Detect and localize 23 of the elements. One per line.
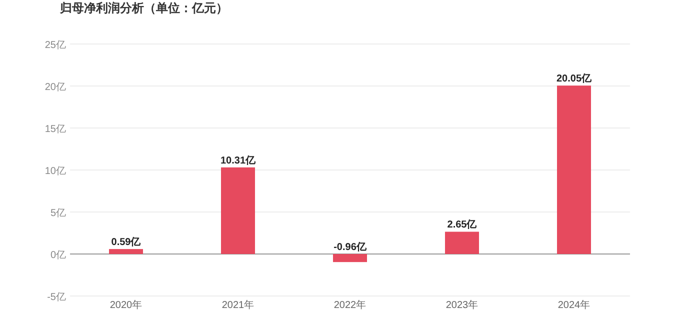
x-tick-label: 2024年 bbox=[558, 299, 590, 311]
title: 归母净利润分析（单位：亿元） bbox=[60, 1, 228, 15]
data-label: 0.59亿 bbox=[111, 236, 142, 248]
y-tick-label: 15亿 bbox=[44, 124, 66, 135]
x-tick-label: 2023年 bbox=[446, 299, 478, 311]
bar bbox=[333, 254, 367, 262]
x-tick-label: 2021年 bbox=[222, 299, 254, 311]
y-tick-label: 20亿 bbox=[44, 82, 66, 93]
y-tick-label: 0亿 bbox=[50, 250, 66, 261]
data-label: 20.05亿 bbox=[556, 72, 593, 85]
x-tick-label: 2020年 bbox=[110, 299, 142, 311]
data-label: -0.96亿 bbox=[334, 241, 368, 253]
bar bbox=[445, 232, 479, 254]
data-label: 10.31亿 bbox=[220, 154, 257, 166]
y-tick-label: 25亿 bbox=[44, 40, 66, 51]
x-tick-label: 2022年 bbox=[334, 299, 366, 311]
y-tick-label: 5亿 bbox=[50, 208, 66, 219]
data-label: 2.65亿 bbox=[447, 218, 478, 231]
y-tick-label: -5亿 bbox=[47, 292, 66, 303]
bar bbox=[221, 167, 255, 254]
bar bbox=[557, 86, 591, 254]
y-tick-label: 10亿 bbox=[44, 166, 66, 177]
bar bbox=[109, 249, 143, 254]
